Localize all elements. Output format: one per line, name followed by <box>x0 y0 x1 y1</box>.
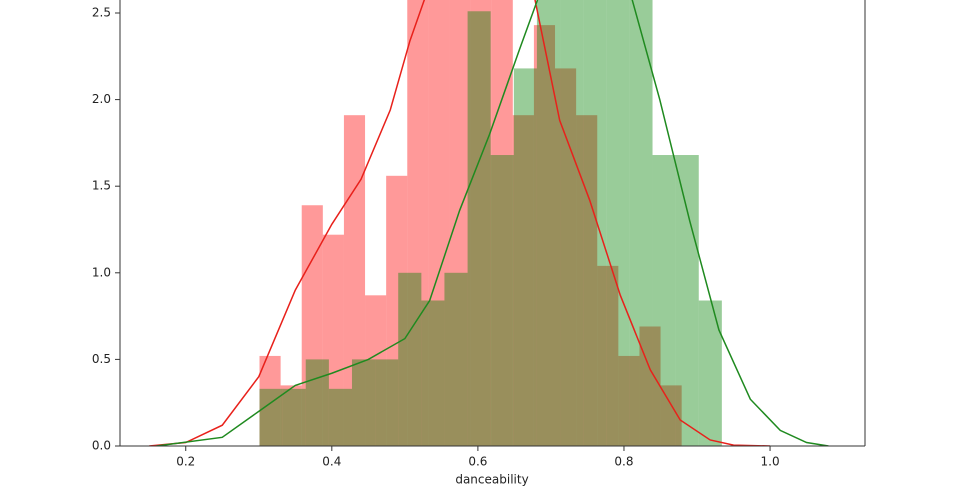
histogram-bar <box>533 25 556 446</box>
histogram-bar <box>386 175 408 446</box>
histogram-bar <box>449 0 471 446</box>
plot-area <box>149 0 829 446</box>
histogram-bar <box>606 0 630 446</box>
histogram-bar <box>660 385 682 446</box>
x-tick-label: 0.6 <box>468 455 487 469</box>
histogram-bar <box>259 388 283 446</box>
kde-line <box>149 0 771 446</box>
y-tick-label: 1.5 <box>92 179 111 193</box>
histogram-bar <box>328 388 352 446</box>
histogram-bar <box>398 272 422 446</box>
histogram-bar <box>555 68 577 446</box>
histogram-bar <box>375 359 399 446</box>
histogram-bar <box>365 295 387 446</box>
histogram-bar <box>560 0 584 446</box>
kde-line <box>156 0 829 446</box>
y-tick-label: 2.0 <box>92 92 111 106</box>
histogram-bar <box>490 155 514 446</box>
histogram-bar <box>421 300 445 446</box>
y-tick-label: 0.0 <box>92 439 111 453</box>
histogram-bar <box>351 359 376 446</box>
histogram-bar <box>305 359 329 446</box>
histogram-bar <box>259 355 281 446</box>
histogram-bar <box>322 234 344 446</box>
histogram-bar <box>597 265 619 446</box>
histogram-bar <box>583 0 607 446</box>
y-tick-label: 2.5 <box>92 5 111 19</box>
x-axis-label: danceability <box>455 473 528 487</box>
histogram-bar <box>513 68 537 446</box>
x-tick-label: 1.0 <box>761 455 780 469</box>
histogram-bar <box>444 272 468 446</box>
histogram-bar <box>428 0 450 446</box>
histogram-bar <box>576 115 598 446</box>
histogram-bar <box>698 300 722 446</box>
histogram-bar <box>470 0 492 446</box>
histogram-bar <box>467 11 491 446</box>
histogram-bar <box>652 155 676 446</box>
histogram-bar <box>282 388 306 446</box>
histogram-bar <box>407 0 429 446</box>
y-tick-label: 1.0 <box>92 265 111 279</box>
x-tick-label: 0.8 <box>614 455 633 469</box>
histogram-bar <box>301 205 323 446</box>
y-tick-label: 0.5 <box>92 352 111 366</box>
x-tick-label: 0.2 <box>176 455 195 469</box>
x-tick-label: 0.4 <box>322 455 341 469</box>
histogram-bar <box>675 155 699 446</box>
histogram-bar <box>618 355 640 446</box>
histogram-bar <box>280 385 302 446</box>
histogram-bar <box>629 0 653 446</box>
histogram-bar <box>512 115 534 446</box>
histogram-bar <box>536 0 561 446</box>
